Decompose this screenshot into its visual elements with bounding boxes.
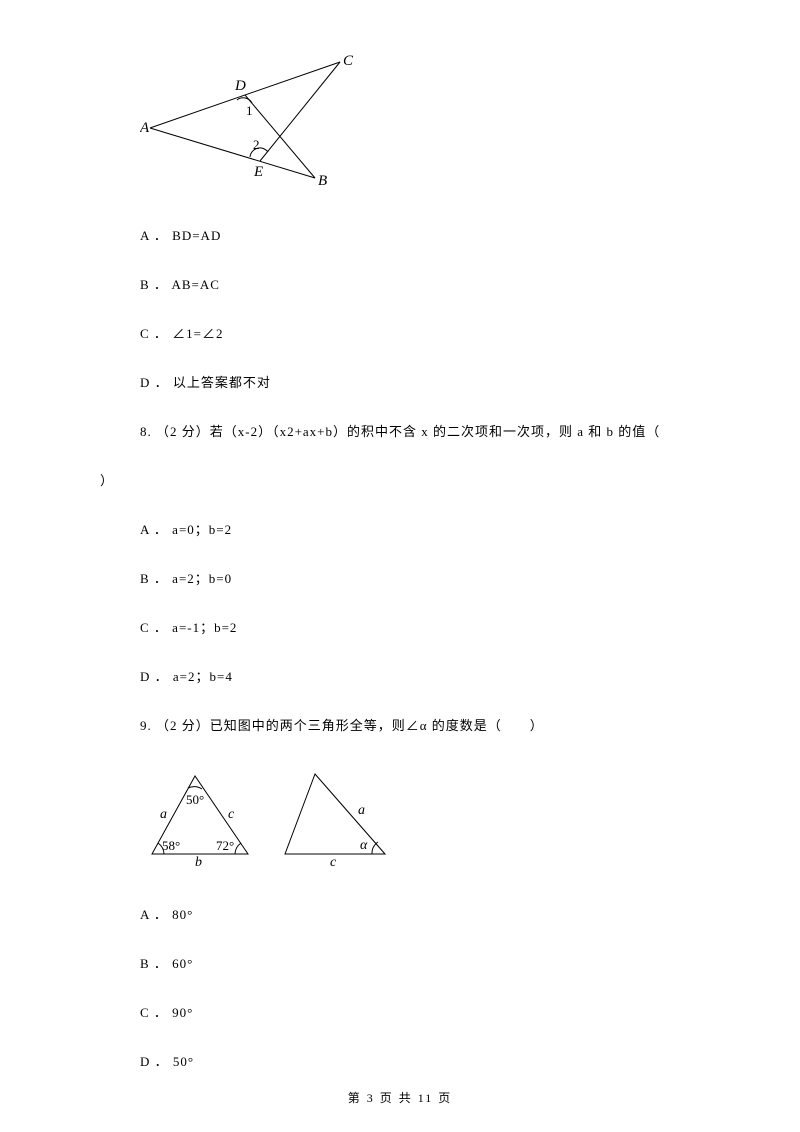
q8-option-C: C ． a=‐1；b=2 [140,617,700,636]
q8-block: 8. （2 分）若（x‐2）（x2+ax+b）的积中不含 x 的二次项和一次项，… [100,421,700,489]
tri1-angle-right: 72° [216,838,234,853]
vertex-label-C: C [343,53,354,69]
q9-stem: 9. （2 分）已知图中的两个三角形全等，则∠α 的度数是（ ） [140,715,700,734]
page-footer: 第 3 页 共 11 页 [0,1089,800,1106]
tri1-angle-left: 58° [162,838,180,853]
tri1-side-a: a [160,807,167,822]
q8-close: ） [100,470,700,489]
q7-option-D: D ． 以上答案都不对 [140,372,700,391]
tri1-angle-top: 50° [186,792,204,807]
vertex-label-D: D [234,78,246,94]
q8-option-A: A ． a=0；b=2 [140,519,700,538]
q7-option-C: C ． ∠1=∠2 [140,323,700,342]
q8-stem: 8. （2 分）若（x‐2）（x2+ax+b）的积中不含 x 的二次项和一次项，… [140,421,700,440]
q7-option-A: A ． BD=AD [140,225,700,244]
vertex-label-B: B [318,173,327,189]
q8-option-D: D ． a=2；b=4 [140,666,700,685]
q9-option-D: D ． 50° [140,1051,700,1070]
q9-option-B: B ． 60° [140,953,700,972]
tri1-side-b: b [195,855,202,869]
tri1-side-c: c [228,807,235,822]
q7-option-B: B ． AB=AC [140,274,700,293]
page-content: A B C D E 1 2 A ． BD=AD B ． AB=AC C ． ∠1… [0,0,800,1070]
q9-option-A: A ． 80° [140,904,700,923]
figure-q9: 50° 58° 72° a c b a c α [140,764,700,874]
vertex-label-E: E [253,164,263,180]
figure-q7: A B C D E 1 2 [140,50,700,195]
tri2-side-a: a [358,803,365,818]
q8-option-B: B ． a=2；b=0 [140,568,700,587]
tri2-angle-alpha: α [360,838,368,853]
angle-label-1: 1 [246,103,253,118]
angle-label-2: 2 [253,137,260,152]
vertex-label-A: A [140,120,150,136]
tri2-side-c: c [330,855,337,869]
q9-option-C: C ． 90° [140,1002,700,1021]
